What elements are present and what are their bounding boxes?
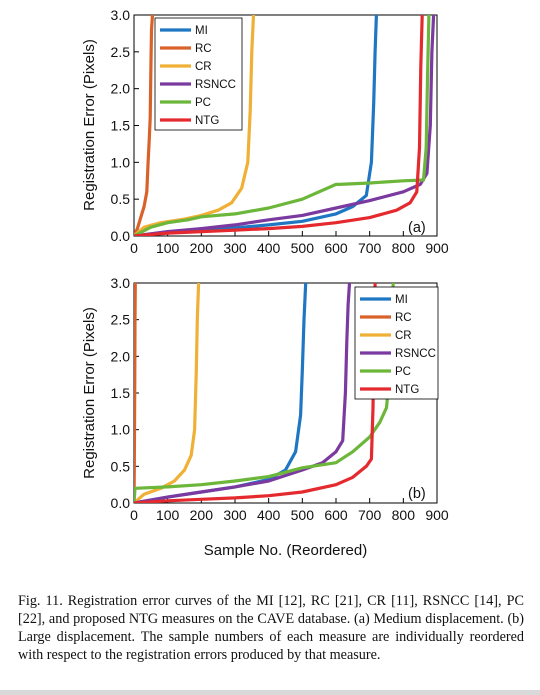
- panel-a-ytick-label: 0.5: [111, 191, 131, 207]
- panel-a-ytick-label: 3.0: [111, 7, 131, 23]
- panel-a-legend-label-ntg: NTG: [195, 115, 219, 127]
- panel-a-xtick-label: 600: [324, 240, 348, 256]
- panel-b-legend-label-ntg: NTG: [395, 384, 419, 396]
- panel-b-xtick-label: 800: [392, 507, 416, 523]
- panel-b-xtick-label: 400: [257, 507, 281, 523]
- panel-b-xtick-label: 500: [291, 507, 315, 523]
- panel-b-ylabel: Registration Error (Pixels): [81, 307, 98, 479]
- panel-a-ylabel: Registration Error (Pixels): [81, 39, 98, 211]
- panel-a-legend-label-cr: CR: [195, 61, 212, 73]
- panel-b-ytick-label: 2.0: [111, 348, 131, 364]
- panel-a-xtick-label: 500: [291, 240, 315, 256]
- panel-b-legend-label-rc: RC: [395, 312, 412, 324]
- panel-b-series-rc: [134, 283, 137, 503]
- panel-a-legend-label-mi: MI: [195, 25, 208, 37]
- panel-a-legend-label-pc: PC: [195, 97, 211, 109]
- panel-a-series-ntg: [134, 15, 424, 236]
- panel-b-xtick-label: 200: [190, 507, 214, 523]
- panel-b-xtick-label: 0: [130, 507, 138, 523]
- panel-b-xtick-label: 600: [324, 507, 348, 523]
- panel-b-legend-label-rsncc: RSNCC: [395, 348, 436, 360]
- panel-a-legend-box: [154, 17, 243, 131]
- panel-b-ytick-label: 2.5: [111, 312, 131, 328]
- panel-a-ytick-label: 2.5: [111, 44, 131, 60]
- panel-b-series-ntg: [134, 283, 377, 503]
- panel-b-ytick-label: 1.0: [111, 422, 131, 438]
- panel-a-series-rsncc: [134, 15, 436, 236]
- panel-a-series-cr: [134, 15, 256, 236]
- panel-a-xtick-label: 400: [257, 240, 281, 256]
- panel-a-xtick-label: 100: [156, 240, 180, 256]
- panel-b-xlabel: Sample No. (Reordered): [204, 542, 367, 559]
- figure-caption: Fig. 11. Registration error curves of th…: [18, 593, 524, 663]
- panel-b-xtick-label: 900: [425, 507, 449, 523]
- panel-a-ytick-label: 1.0: [111, 154, 131, 170]
- panel-a-xtick-label: 0: [130, 240, 138, 256]
- panel-a-series-rc: [134, 15, 155, 236]
- panel-b-legend-label-mi: MI: [395, 294, 408, 306]
- panel-b-legend-label-pc: PC: [395, 366, 411, 378]
- panel-b-xtick-label: 100: [156, 507, 180, 523]
- panel-b-xtick-label: 300: [223, 507, 247, 523]
- figure: 0.0 0.5 1.0 1.5 2.0 2.5 3.0 0 100 200 300 400 500 600…: [81, 7, 449, 559]
- panel-b-ytick-label: 0.0: [111, 495, 131, 511]
- panel-b-ytick-label: 0.5: [111, 458, 131, 474]
- panel-b-xtick-label: 700: [358, 507, 382, 523]
- panel-b-tag: (b): [408, 486, 426, 502]
- page-bottom-rule: [0, 690, 540, 695]
- panel-b-series-rsncc: [134, 283, 352, 503]
- panel-b-ytick-label: 3.0: [111, 275, 131, 291]
- panel-a-ytick-label: 1.5: [111, 118, 131, 134]
- panel-a-series-pc: [134, 15, 431, 236]
- panel-a-xtick-label: 700: [358, 240, 382, 256]
- panel-a-legend-label-rc: RC: [195, 43, 212, 55]
- panel-b-series-cr: [134, 283, 201, 503]
- panel-a-xtick-label: 300: [223, 240, 247, 256]
- panel-a-xtick-label: 800: [392, 240, 416, 256]
- panel-a-legend-label-rsncc: RSNCC: [195, 79, 236, 91]
- panel-a-xtick-label: 900: [425, 240, 449, 256]
- panel-a-xtick-label: 200: [190, 240, 214, 256]
- panel-a-ytick-label: 2.0: [111, 81, 131, 97]
- panel-b-legend-box: [354, 286, 439, 400]
- panel-a-tag: (a): [408, 220, 426, 236]
- panel-a-ytick-label: 0.0: [111, 228, 131, 244]
- panel-b-legend-label-cr: CR: [395, 330, 412, 342]
- panel-b-ytick-label: 1.5: [111, 385, 131, 401]
